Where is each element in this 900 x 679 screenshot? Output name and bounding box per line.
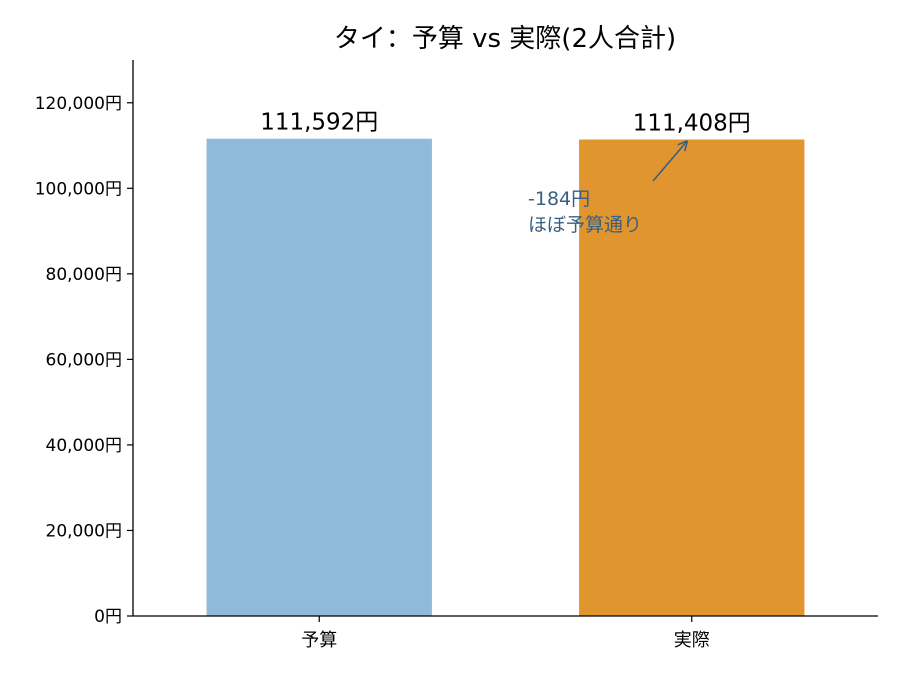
- y-tick-label-1: 20,000円: [46, 521, 122, 541]
- annotation-arrow: [652, 142, 687, 182]
- y-tick-label-3: 60,000円: [46, 350, 122, 370]
- bar-value-label-1: 111,408円: [633, 111, 751, 137]
- y-tick-label-4: 80,000円: [46, 265, 122, 285]
- bar-0: [206, 138, 432, 616]
- y-axis-ticks: 0円 20,000円 40,000円 60,000円 80,000円 100,000円 12…: [35, 94, 133, 627]
- y-tick-label-5: 100,000円: [35, 179, 122, 199]
- annotation-difference-text: -184円: [528, 188, 590, 210]
- bars-layer: [206, 138, 805, 617]
- value-labels-layer: 111,592円 111,408円: [260, 110, 751, 137]
- x-axis-ticks: 予算 実際: [301, 616, 710, 651]
- bar-value-label-0: 111,592円: [260, 110, 378, 136]
- annotation-note-text: ほぼ予算通り: [528, 214, 642, 236]
- bar-1: [579, 139, 805, 617]
- y-tick-label-6: 120,000円: [35, 94, 122, 114]
- x-tick-label-0: 予算: [301, 630, 337, 651]
- x-tick-label-1: 実際: [674, 630, 710, 651]
- y-tick-label-2: 40,000円: [46, 436, 122, 456]
- annotation: -184円 ほぼ予算通り: [528, 142, 687, 236]
- y-tick-label-0: 0円: [94, 607, 122, 627]
- chart-title: タイ：予算 vs 実際(2人合計): [334, 24, 676, 54]
